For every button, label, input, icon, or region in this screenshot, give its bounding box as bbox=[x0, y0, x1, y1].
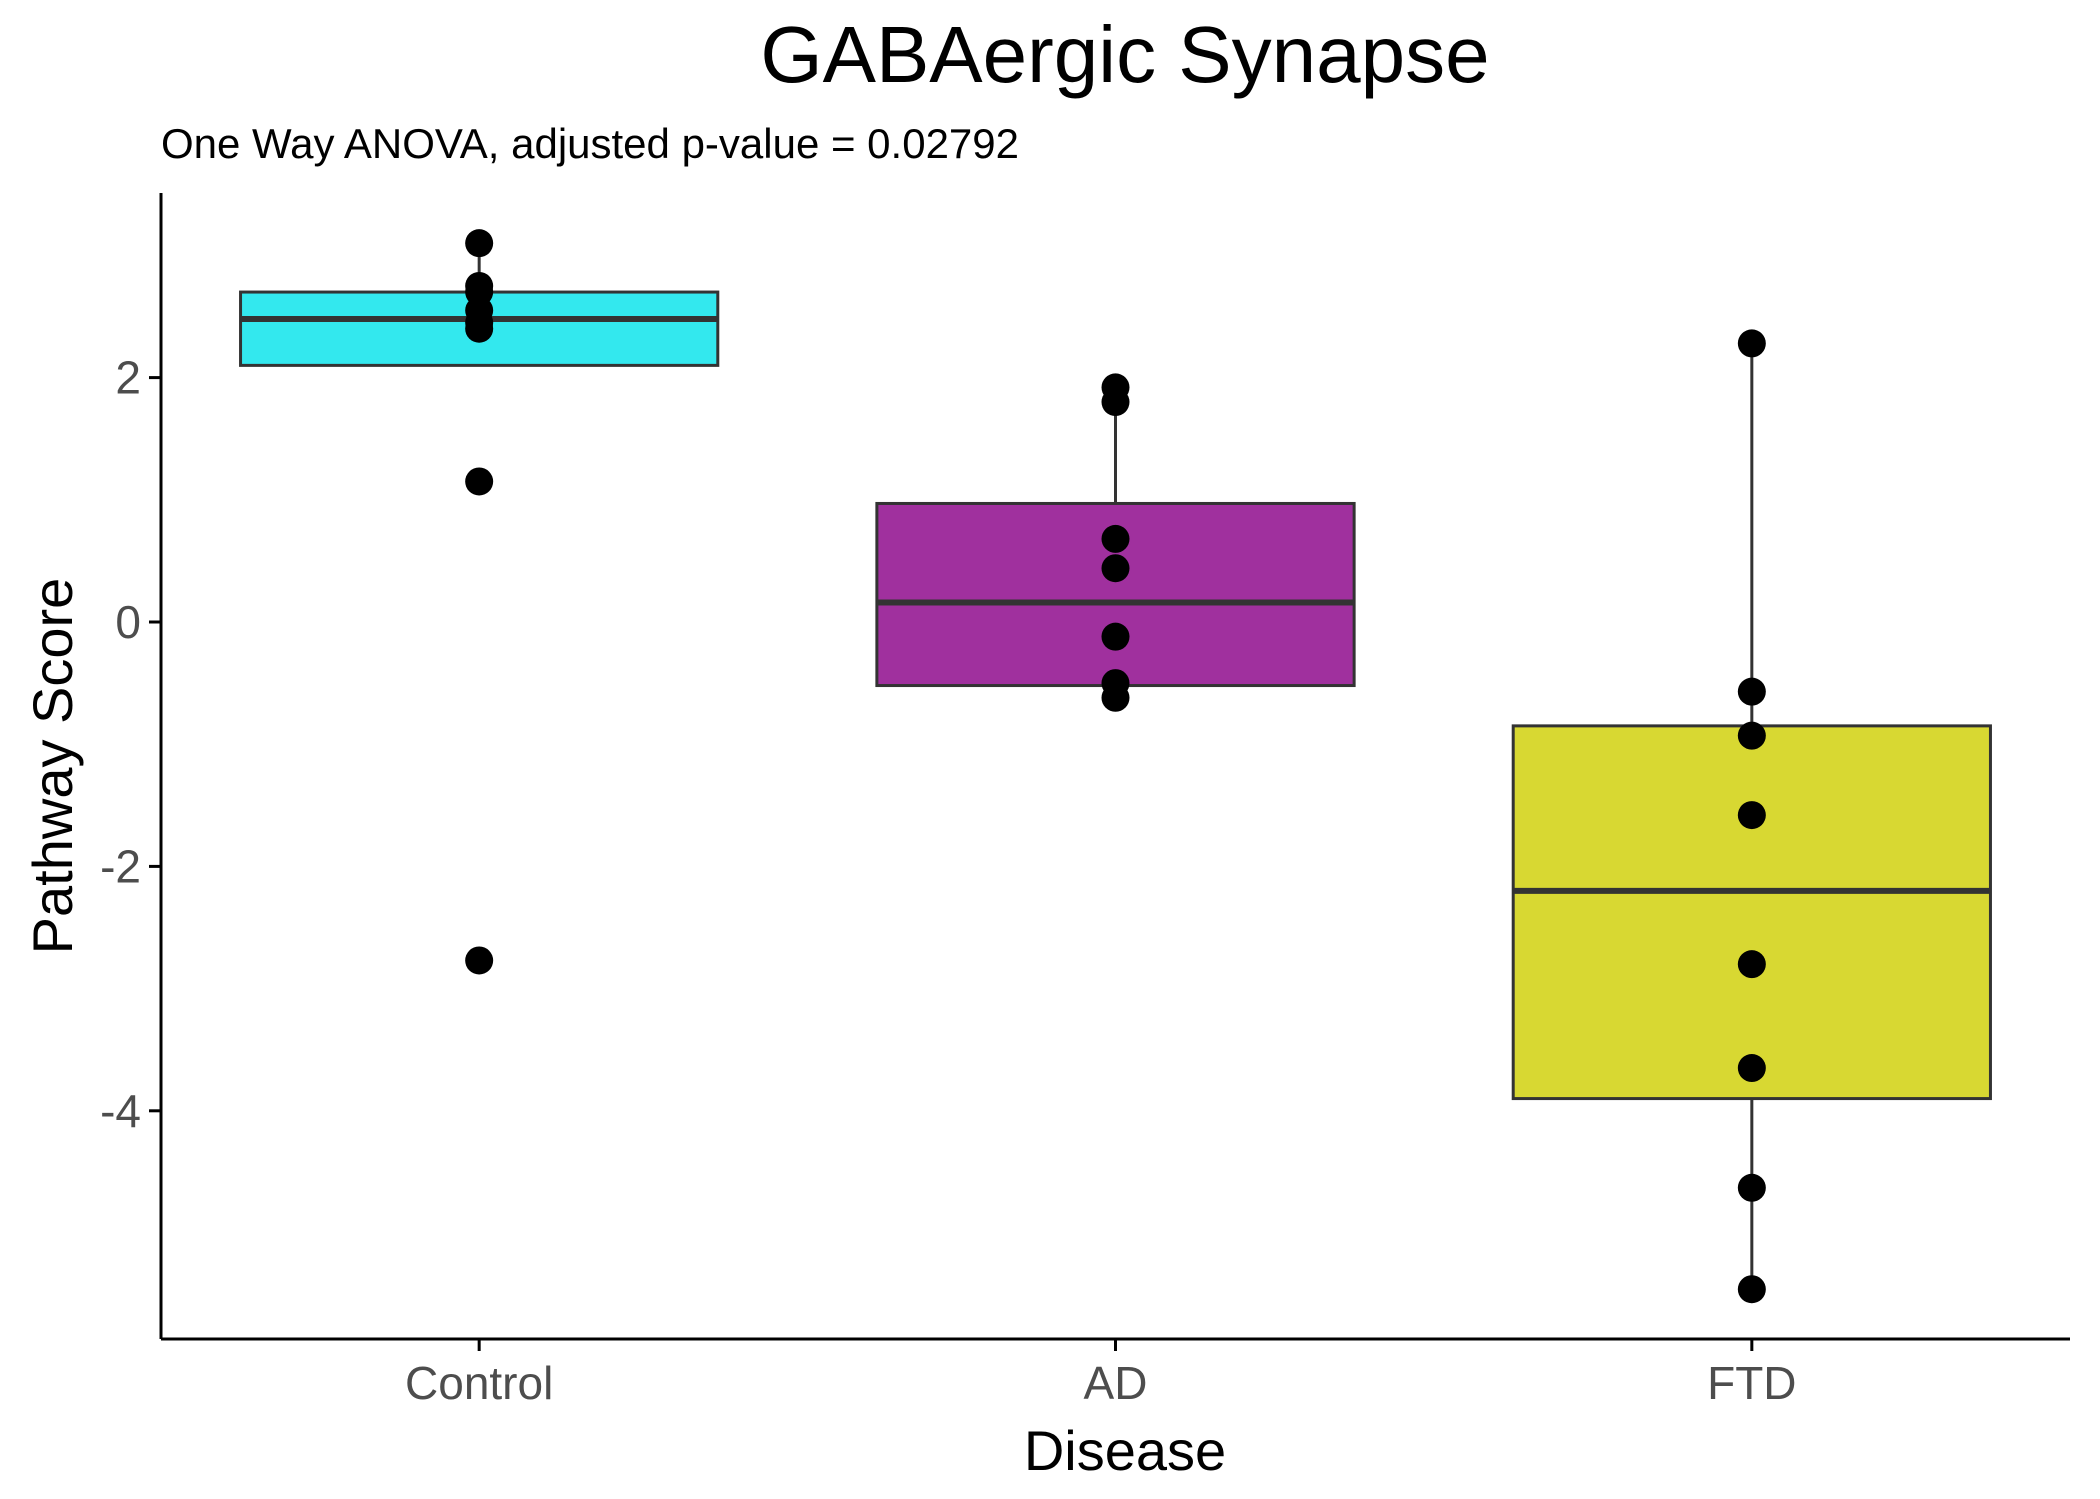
data-point bbox=[1101, 622, 1130, 651]
data-point bbox=[1737, 721, 1766, 750]
data-point bbox=[1737, 1275, 1766, 1304]
chart-title: GABAergic Synapse bbox=[760, 10, 1489, 99]
y-tick-label: -4 bbox=[100, 1085, 141, 1137]
x-axis-title: Disease bbox=[1024, 1419, 1226, 1482]
data-point bbox=[1737, 677, 1766, 706]
y-tick-label: 0 bbox=[115, 596, 141, 648]
y-tick-label: 2 bbox=[115, 352, 141, 404]
data-point bbox=[465, 314, 494, 343]
y-axis-title: Pathway Score bbox=[21, 578, 84, 955]
data-point bbox=[1101, 524, 1130, 553]
y-tick-label: -2 bbox=[100, 840, 141, 892]
data-point bbox=[465, 946, 494, 975]
data-point bbox=[1737, 1173, 1766, 1202]
data-point bbox=[1737, 329, 1766, 358]
data-point bbox=[1101, 388, 1130, 417]
data-point bbox=[1737, 801, 1766, 830]
data-point bbox=[1101, 683, 1130, 712]
x-axis: Control AD FTD bbox=[405, 1339, 1797, 1409]
data-point bbox=[465, 467, 494, 496]
x-tick-label: Control bbox=[405, 1357, 553, 1409]
y-axis: 2 0 -2 -4 bbox=[100, 352, 161, 1137]
data-point bbox=[465, 229, 494, 258]
data-point bbox=[1101, 554, 1130, 583]
box bbox=[1511, 724, 1992, 1101]
chart-subtitle: One Way ANOVA, adjusted p-value = 0.0279… bbox=[161, 120, 1019, 167]
box-group-ftd bbox=[1511, 329, 1992, 1304]
x-tick-label: FTD bbox=[1707, 1357, 1796, 1409]
plot-area bbox=[239, 229, 1992, 1304]
box-group-ad bbox=[875, 373, 1356, 712]
box-group-control bbox=[239, 229, 720, 975]
data-point bbox=[1737, 950, 1766, 979]
data-point bbox=[1737, 1054, 1766, 1083]
x-tick-label: AD bbox=[1084, 1357, 1148, 1409]
